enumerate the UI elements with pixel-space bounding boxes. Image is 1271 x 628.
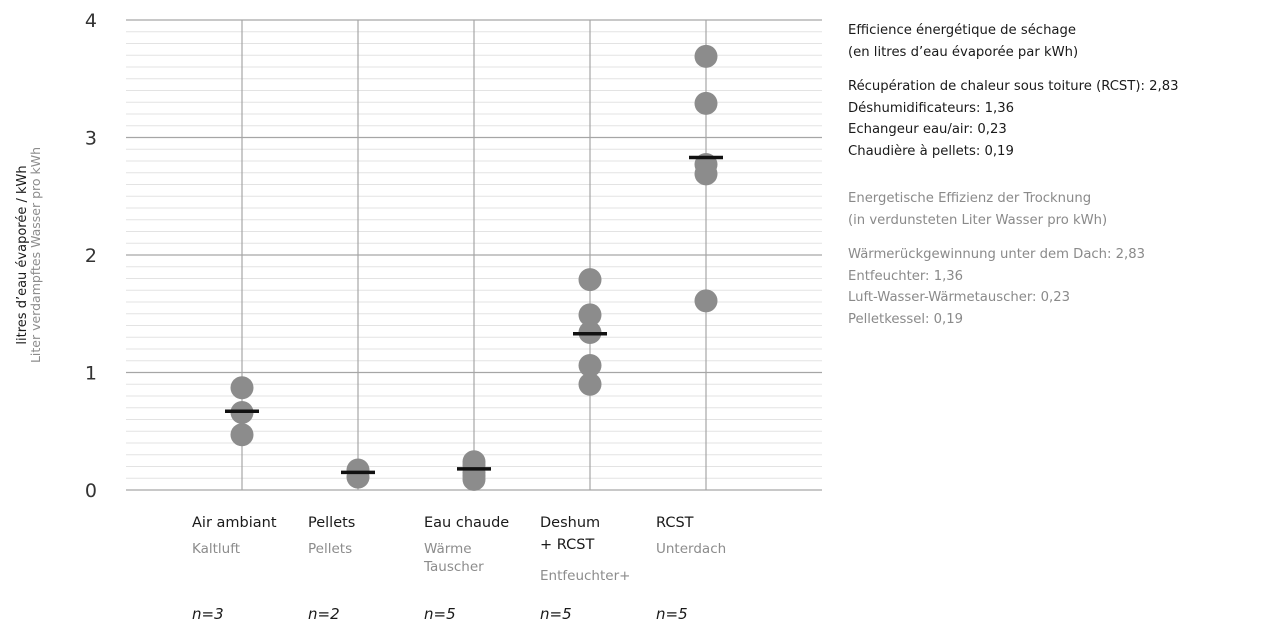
category-n: n=5 (540, 605, 572, 623)
legend-de-item: Entfeuchter: 1,36 (848, 268, 964, 284)
category-label: RCST (656, 515, 694, 531)
category-label-de: Pellets (308, 541, 352, 557)
category-n: n=5 (656, 605, 688, 623)
category-n: n=3 (192, 605, 224, 623)
legend: Efficience énergétique de séchage (en li… (848, 20, 1263, 330)
data-point (578, 268, 602, 292)
category-label: Air ambiant (192, 515, 277, 531)
legend-fr-subtitle: (en litres d’eau évaporée par kWh) (848, 44, 1079, 60)
y-axis-label: litres d’eau évaporée / kWh (15, 165, 30, 344)
category-label: Pellets (308, 515, 355, 531)
y-tick-label: 4 (85, 10, 97, 32)
y-tick-label: 0 (85, 480, 97, 502)
legend-fr-item: Chaudière à pellets: 0,19 (848, 143, 1014, 159)
legend-de-subtitle: (in verdunsteten Liter Wasser pro kWh) (848, 212, 1108, 228)
category-n: n=5 (424, 605, 456, 623)
data-point (694, 91, 718, 115)
category-label: Eau chaude (424, 515, 509, 531)
category-label: Deshum (540, 515, 600, 531)
legend-fr-title: Efficience énergétique de séchage (848, 23, 1076, 38)
y-tick-label: 3 (85, 128, 97, 150)
legend-de-item: Luft-Wasser-Wärmetauscher: 0,23 (848, 290, 1071, 305)
data-point (694, 162, 718, 186)
data-point (578, 353, 602, 377)
category-label-line2: + RCST (540, 537, 594, 553)
legend-de-title: Energetische Effizienz der Trocknung (848, 191, 1092, 206)
data-point (346, 465, 370, 489)
category-label-de: Wärme (424, 541, 472, 557)
legend-fr-item: Récupération de chaleur sous toiture (RC… (848, 79, 1179, 94)
data-point (694, 289, 718, 313)
legend-de-item: Pelletkessel: 0,19 (848, 311, 964, 327)
data-point (230, 376, 254, 400)
y-axis-label-secondary: Liter verdampftes Wasser pro kWh (28, 147, 43, 363)
category-n: n=2 (308, 605, 340, 623)
category-label-de: Kaltluft (192, 541, 240, 557)
legend-de-item: Wärmerückgewinnung unter dem Dach: 2,83 (848, 247, 1146, 262)
data-point (578, 372, 602, 396)
y-tick-label: 1 (85, 363, 97, 385)
category-label-de: Unterdach (656, 541, 726, 557)
data-point (462, 467, 486, 491)
legend-fr-item: Déshumidificateurs: 1,36 (848, 100, 1014, 116)
legend-fr-item: Echangeur eau/air: 0,23 (848, 122, 1007, 137)
category-label-de: Entfeuchter+ (540, 568, 630, 584)
data-point (694, 44, 718, 68)
y-tick-label: 2 (85, 245, 97, 267)
category-label-de: Tauscher (423, 559, 484, 575)
data-point (578, 303, 602, 327)
data-point (230, 423, 254, 447)
